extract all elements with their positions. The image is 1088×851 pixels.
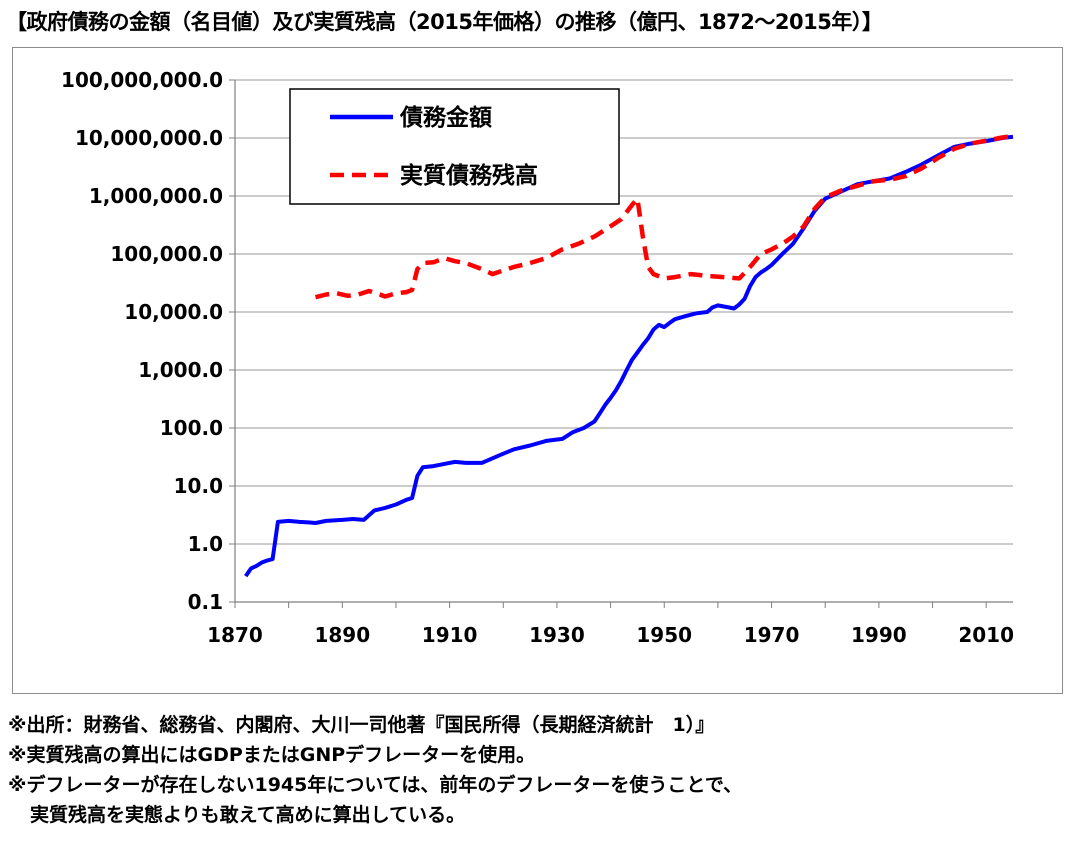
footnotes: ※出所：財務省、総務省、内閣府、大川一司他著『国民所得（長期経済統計 1）』 ※… bbox=[8, 710, 742, 830]
y-tick-label: 1,000,000.0 bbox=[89, 184, 223, 208]
x-tick-label: 1910 bbox=[422, 623, 478, 647]
y-tick-label: 100.0 bbox=[160, 416, 223, 440]
x-tick-label: 1990 bbox=[851, 623, 907, 647]
legend-box bbox=[289, 88, 620, 205]
footnote-source: ※出所：財務省、総務省、内閣府、大川一司他著『国民所得（長期経済統計 1）』 bbox=[8, 714, 715, 736]
series-line-real-debt bbox=[314, 133, 1014, 300]
y-tick-label: 10,000.0 bbox=[124, 300, 223, 324]
y-tick-label: 1,000.0 bbox=[138, 358, 223, 382]
y-tick-label: 0.1 bbox=[188, 590, 223, 614]
footnote-1945: ※デフレーターが存在しない1945年については、前年のデフレーターを使うことで、 bbox=[8, 774, 743, 796]
x-tick-label: 2010 bbox=[958, 623, 1014, 647]
series-lines bbox=[244, 133, 1014, 578]
x-tick-label: 1970 bbox=[744, 623, 800, 647]
x-tick-label: 1950 bbox=[636, 623, 692, 647]
y-tick-label: 1.0 bbox=[188, 532, 223, 556]
x-tick-label: 1930 bbox=[529, 623, 585, 647]
x-tick-label: 1870 bbox=[207, 623, 263, 647]
y-tick-label: 10.0 bbox=[174, 474, 223, 498]
x-tick-label: 1890 bbox=[314, 623, 370, 647]
axes: 0.1 1.0 10.0 100.0 1,000.0 10,000.0 100,000.0 1… bbox=[61, 68, 1014, 647]
footnote-1945-continued: 実質残高を実態よりも敢えて高めに算出している。 bbox=[30, 804, 466, 826]
legend-label-debt-amount: 債務金額 bbox=[399, 104, 492, 131]
legend: 債務金額 実質債務残高 bbox=[289, 88, 620, 205]
y-tick-label: 100,000,000.0 bbox=[61, 68, 223, 92]
chart-title: 【政府債務の金額（名目値）及び実質残高（2015年価格）の推移（億円、1872～… bbox=[6, 10, 883, 34]
line-chart: 0.1 1.0 10.0 100.0 1,000.0 10,000.0 100,000.0 1… bbox=[61, 68, 1014, 647]
legend-label-real-debt: 実質債務残高 bbox=[400, 162, 538, 189]
y-tick-label: 10,000,000.0 bbox=[75, 126, 223, 150]
chart-frame bbox=[12, 47, 1063, 694]
footnote-deflator: ※実質残高の算出にはGDPまたはGNPデフレーターを使用。 bbox=[8, 744, 536, 766]
y-tick-label: 100,000.0 bbox=[110, 242, 223, 266]
